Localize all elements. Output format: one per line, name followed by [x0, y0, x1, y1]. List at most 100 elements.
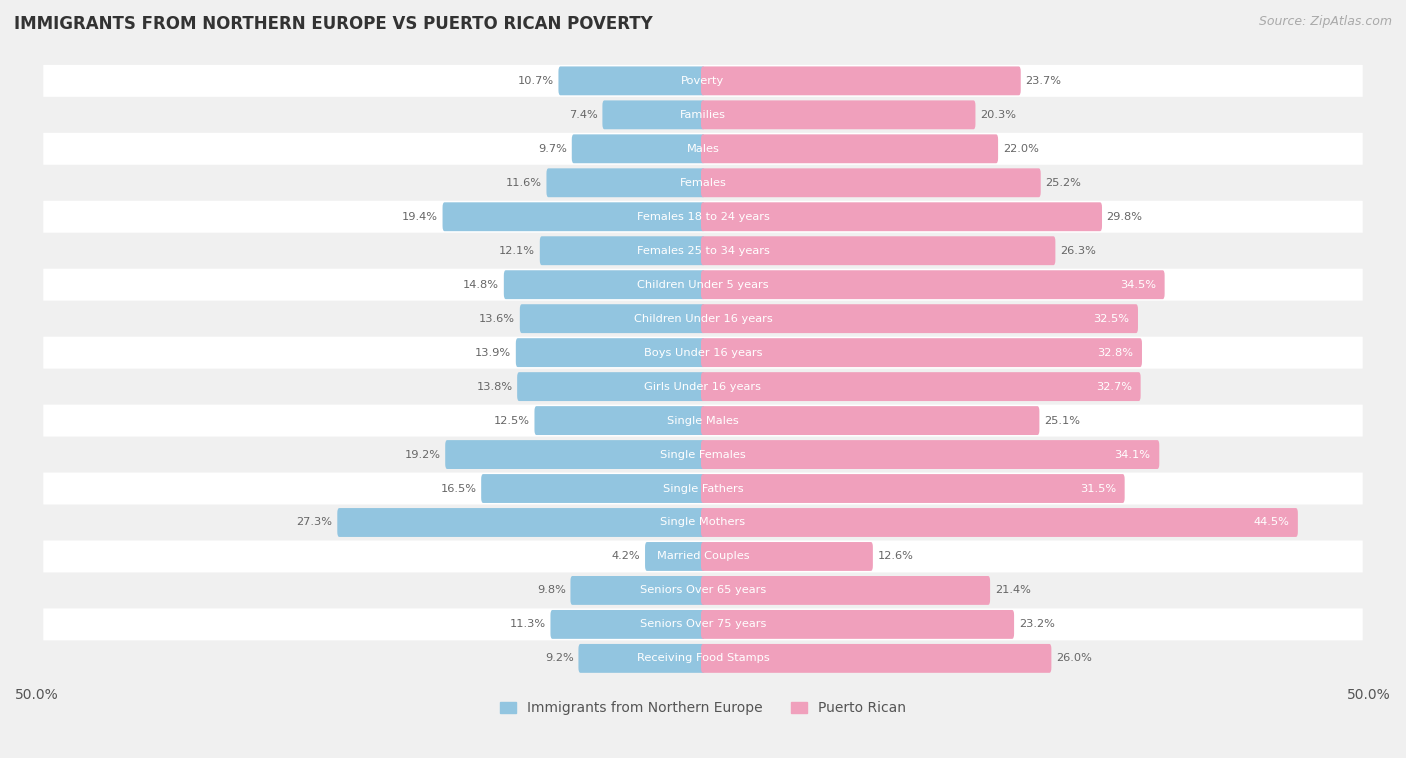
Text: Families: Families — [681, 110, 725, 120]
Text: 9.2%: 9.2% — [546, 653, 574, 663]
Text: 7.4%: 7.4% — [569, 110, 598, 120]
Text: 9.7%: 9.7% — [538, 144, 567, 154]
Text: Source: ZipAtlas.com: Source: ZipAtlas.com — [1258, 15, 1392, 28]
Text: 29.8%: 29.8% — [1107, 211, 1143, 222]
Text: Seniors Over 65 years: Seniors Over 65 years — [640, 585, 766, 596]
Text: 13.6%: 13.6% — [479, 314, 515, 324]
FancyBboxPatch shape — [503, 271, 704, 299]
FancyBboxPatch shape — [702, 100, 976, 130]
Text: 25.1%: 25.1% — [1045, 415, 1080, 425]
FancyBboxPatch shape — [540, 236, 704, 265]
FancyBboxPatch shape — [44, 540, 1362, 572]
FancyBboxPatch shape — [44, 302, 1362, 334]
FancyBboxPatch shape — [702, 304, 1137, 333]
FancyBboxPatch shape — [702, 67, 1021, 96]
Text: 32.7%: 32.7% — [1097, 381, 1132, 392]
Text: 34.5%: 34.5% — [1121, 280, 1156, 290]
Text: Poverty: Poverty — [682, 76, 724, 86]
Text: Boys Under 16 years: Boys Under 16 years — [644, 348, 762, 358]
FancyBboxPatch shape — [702, 440, 1160, 469]
FancyBboxPatch shape — [44, 472, 1362, 505]
FancyBboxPatch shape — [44, 99, 1362, 131]
FancyBboxPatch shape — [702, 644, 1052, 673]
Text: 21.4%: 21.4% — [995, 585, 1031, 596]
FancyBboxPatch shape — [44, 269, 1362, 301]
Text: Children Under 5 years: Children Under 5 years — [637, 280, 769, 290]
Text: 27.3%: 27.3% — [297, 518, 333, 528]
FancyBboxPatch shape — [44, 133, 1362, 164]
FancyBboxPatch shape — [572, 134, 704, 163]
Text: 11.6%: 11.6% — [506, 178, 541, 188]
Text: 44.5%: 44.5% — [1253, 518, 1289, 528]
Text: 22.0%: 22.0% — [1002, 144, 1039, 154]
Text: Females: Females — [679, 178, 727, 188]
FancyBboxPatch shape — [481, 474, 704, 503]
Text: Females 18 to 24 years: Females 18 to 24 years — [637, 211, 769, 222]
FancyBboxPatch shape — [44, 371, 1362, 402]
FancyBboxPatch shape — [534, 406, 704, 435]
Text: Females 25 to 34 years: Females 25 to 34 years — [637, 246, 769, 255]
Text: Seniors Over 75 years: Seniors Over 75 years — [640, 619, 766, 629]
Text: 14.8%: 14.8% — [463, 280, 499, 290]
FancyBboxPatch shape — [702, 542, 873, 571]
FancyBboxPatch shape — [547, 168, 704, 197]
FancyBboxPatch shape — [702, 610, 1014, 639]
FancyBboxPatch shape — [44, 167, 1362, 199]
FancyBboxPatch shape — [702, 576, 990, 605]
FancyBboxPatch shape — [520, 304, 704, 333]
Text: 10.7%: 10.7% — [517, 76, 554, 86]
Text: 23.7%: 23.7% — [1025, 76, 1062, 86]
FancyBboxPatch shape — [702, 236, 1056, 265]
Text: Children Under 16 years: Children Under 16 years — [634, 314, 772, 324]
FancyBboxPatch shape — [44, 405, 1362, 437]
FancyBboxPatch shape — [44, 506, 1362, 538]
FancyBboxPatch shape — [44, 201, 1362, 233]
Text: 23.2%: 23.2% — [1019, 619, 1054, 629]
FancyBboxPatch shape — [702, 372, 1140, 401]
Text: 26.3%: 26.3% — [1060, 246, 1095, 255]
FancyBboxPatch shape — [44, 439, 1362, 471]
Text: 16.5%: 16.5% — [440, 484, 477, 493]
Text: Girls Under 16 years: Girls Under 16 years — [644, 381, 762, 392]
FancyBboxPatch shape — [702, 508, 1298, 537]
Text: IMMIGRANTS FROM NORTHERN EUROPE VS PUERTO RICAN POVERTY: IMMIGRANTS FROM NORTHERN EUROPE VS PUERT… — [14, 15, 652, 33]
Text: 32.8%: 32.8% — [1097, 348, 1133, 358]
Text: 4.2%: 4.2% — [612, 552, 640, 562]
FancyBboxPatch shape — [337, 508, 704, 537]
Text: Single Males: Single Males — [666, 415, 740, 425]
Text: 12.6%: 12.6% — [877, 552, 914, 562]
Text: Single Fathers: Single Fathers — [662, 484, 744, 493]
Text: Single Mothers: Single Mothers — [661, 518, 745, 528]
Legend: Immigrants from Northern Europe, Puerto Rican: Immigrants from Northern Europe, Puerto … — [499, 701, 907, 715]
FancyBboxPatch shape — [602, 100, 704, 130]
FancyBboxPatch shape — [702, 406, 1039, 435]
FancyBboxPatch shape — [516, 338, 704, 367]
FancyBboxPatch shape — [44, 643, 1362, 675]
FancyBboxPatch shape — [44, 609, 1362, 641]
FancyBboxPatch shape — [517, 372, 704, 401]
Text: Males: Males — [686, 144, 720, 154]
Text: Married Couples: Married Couples — [657, 552, 749, 562]
Text: 26.0%: 26.0% — [1056, 653, 1092, 663]
Text: 34.1%: 34.1% — [1115, 449, 1150, 459]
Text: 12.1%: 12.1% — [499, 246, 536, 255]
Text: Single Females: Single Females — [661, 449, 745, 459]
FancyBboxPatch shape — [558, 67, 704, 96]
Text: 11.3%: 11.3% — [509, 619, 546, 629]
FancyBboxPatch shape — [44, 575, 1362, 606]
FancyBboxPatch shape — [551, 610, 704, 639]
FancyBboxPatch shape — [571, 576, 704, 605]
Text: 12.5%: 12.5% — [494, 415, 530, 425]
FancyBboxPatch shape — [44, 235, 1362, 267]
FancyBboxPatch shape — [702, 134, 998, 163]
Text: 9.8%: 9.8% — [537, 585, 565, 596]
Text: Receiving Food Stamps: Receiving Food Stamps — [637, 653, 769, 663]
FancyBboxPatch shape — [578, 644, 704, 673]
FancyBboxPatch shape — [702, 202, 1102, 231]
FancyBboxPatch shape — [702, 271, 1164, 299]
Text: 13.9%: 13.9% — [475, 348, 512, 358]
Text: 20.3%: 20.3% — [980, 110, 1017, 120]
FancyBboxPatch shape — [645, 542, 704, 571]
Text: 13.8%: 13.8% — [477, 381, 513, 392]
Text: 25.2%: 25.2% — [1046, 178, 1081, 188]
